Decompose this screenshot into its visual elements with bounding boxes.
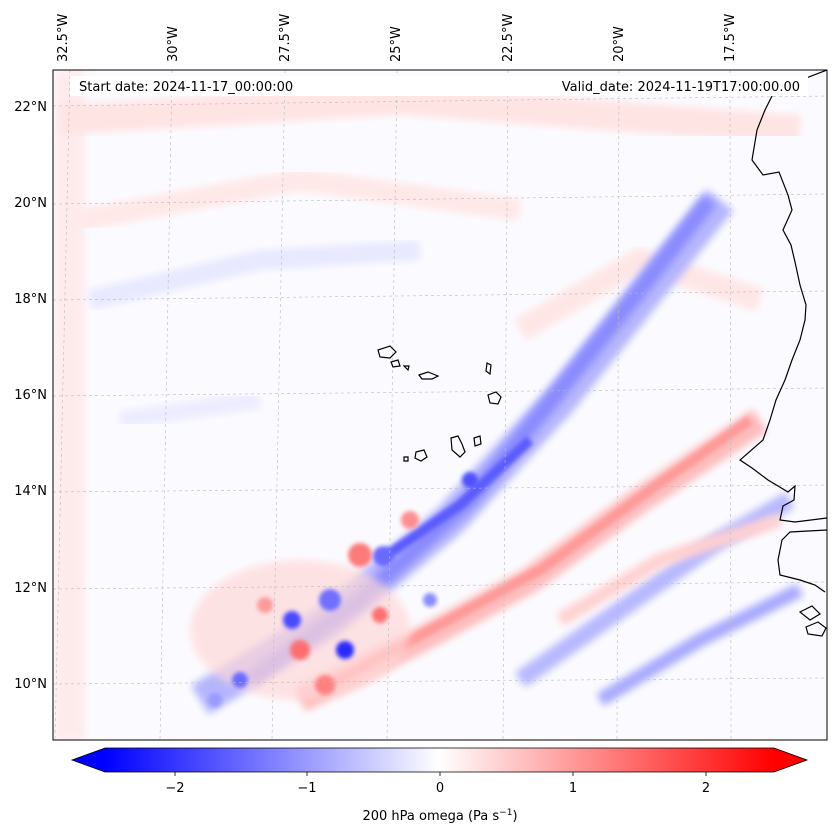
gridlines [53, 70, 827, 740]
island-santiago [450, 435, 466, 458]
lat-label: 20°N [14, 196, 47, 211]
colorbar-tick-label: 2 [702, 781, 710, 796]
valid-date-text: Valid_date: 2024-11-19T17:00:00.00 [562, 80, 800, 95]
map-frame [52, 69, 828, 741]
colorbar-label-sup: −1 [499, 808, 512, 818]
lon-label: 25°W [389, 26, 404, 62]
header-box [70, 76, 808, 96]
colorbar-tick-label: −1 [297, 781, 316, 796]
lon-label: 20°W [612, 26, 627, 62]
island-maio [473, 435, 482, 447]
colorbar-max-extend [774, 748, 807, 772]
lon-label: 17.5°W [723, 14, 738, 62]
lat-label: 12°N [14, 581, 47, 596]
start-date-text: Start date: 2024-11-17_00:00:00 [79, 80, 293, 95]
island-sal [485, 362, 492, 376]
island-santa-luzia [402, 365, 410, 372]
cape-verde-islands [377, 345, 502, 462]
island-sao-vicente [390, 359, 401, 368]
coastlines [739, 70, 827, 637]
colorbar-label-main: 200 hPa omega (Pa s [362, 809, 499, 824]
island-brava [403, 456, 409, 462]
west-africa-coastline [739, 70, 827, 523]
island-sao-nicolau [418, 371, 440, 380]
island-fogo [414, 449, 428, 462]
lon-label: 27.5°W [278, 14, 293, 62]
colorbar-min-extend [72, 748, 105, 772]
colorbar-label-end: ) [512, 809, 517, 824]
omega-field [55, 70, 804, 740]
colorbar-ramp [105, 748, 774, 772]
latitude-labels: 22°N 20°N 18°N 16°N 14°N 12°N 10°N [14, 100, 47, 692]
lon-label: 32.5°W [56, 14, 71, 62]
lat-label: 16°N [14, 388, 47, 403]
lat-label: 10°N [14, 677, 47, 692]
lat-label: 14°N [14, 484, 47, 499]
colorbar-ticks [174, 772, 707, 776]
colorbar-tick-label: −2 [165, 781, 184, 796]
colorbar-label: 200 hPa omega (Pa s−1) [362, 808, 517, 824]
colorbar: −2 −1 0 1 2 200 hPa omega (Pa s−1) [70, 747, 809, 824]
island-boa-vista [487, 391, 502, 405]
lat-label: 18°N [14, 292, 47, 307]
lon-label: 30°W [166, 26, 181, 62]
colorbar-tick-label: 1 [569, 781, 577, 796]
lat-label: 22°N [14, 100, 47, 115]
island-santo-antao [377, 345, 397, 359]
longitude-labels: 32.5°W 30°W 27.5°W 25°W 22.5°W 20°W 17.5… [56, 14, 738, 62]
colorbar-tick-label: 0 [436, 781, 444, 796]
lon-label: 22.5°W [501, 14, 516, 62]
colorbar-outline [70, 747, 809, 773]
